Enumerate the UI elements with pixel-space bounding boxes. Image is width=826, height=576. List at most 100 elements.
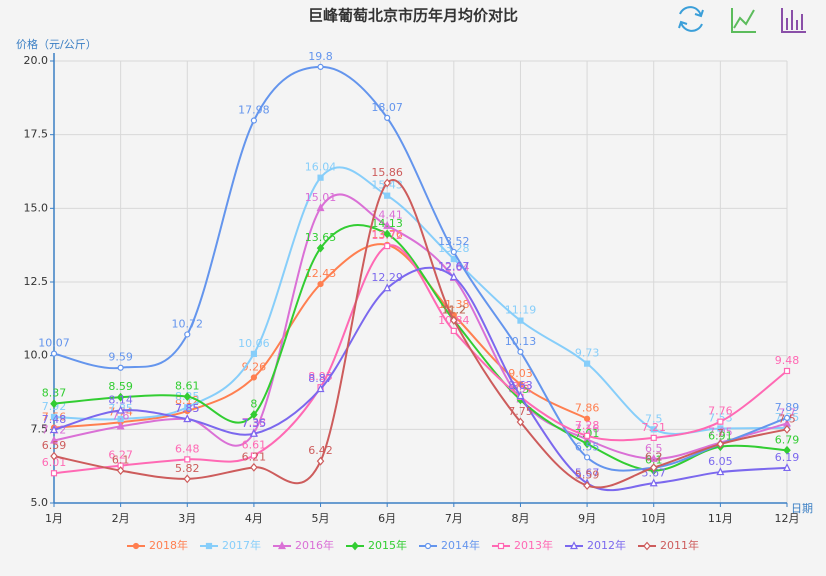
legend-item[interactable]: 2017年 [200, 538, 261, 552]
data-label: 7.53 [708, 411, 733, 424]
x-tick-label: 1月 [45, 512, 63, 525]
line-chart-button[interactable] [731, 8, 756, 33]
toolbox [678, 6, 806, 33]
legend-label: 2011年 [660, 538, 699, 552]
point [517, 317, 524, 324]
data-label: 6.2 [645, 451, 663, 464]
line [53, 179, 788, 489]
bar-chart-button[interactable] [781, 8, 806, 33]
legend-label: 2017年 [222, 538, 261, 552]
point [583, 415, 591, 422]
data-label: 13.65 [305, 231, 337, 244]
data-label: 6.2 [645, 451, 663, 464]
x-tick-label: 4月 [245, 512, 263, 525]
point [450, 255, 457, 263]
legend-label: 2018年 [149, 538, 188, 552]
point [650, 426, 657, 433]
data-label: 8.61 [175, 380, 200, 393]
point [649, 478, 658, 487]
data-label: 8.63 [508, 379, 533, 392]
x-tick-label: 12月 [775, 512, 800, 525]
point [183, 474, 192, 484]
data-label: 18.07 [371, 101, 403, 114]
data-label: 6.05 [708, 455, 733, 468]
legend-item[interactable]: 2016年 [273, 538, 334, 552]
point [250, 452, 258, 459]
data-label: 7.85 [175, 402, 200, 415]
x-tick-label: 9月 [578, 512, 596, 525]
point [450, 315, 458, 325]
data-label: 10.13 [505, 335, 537, 348]
point [570, 541, 578, 550]
legend-item[interactable]: 2014年 [419, 538, 480, 552]
data-label: 17.98 [238, 104, 270, 117]
data-label: 13.72 [371, 229, 403, 242]
legend-item[interactable]: 2012年 [565, 538, 626, 552]
data-label: 10.06 [238, 337, 270, 350]
point [116, 405, 125, 414]
series: 7.927.858.2510.0616.0415.4313.2811.199.7… [42, 161, 799, 435]
data-label: 8.59 [108, 380, 133, 393]
y-tick-label: 7.5 [31, 422, 49, 435]
legend-item[interactable]: 2018年 [127, 538, 188, 552]
data-label: 15.01 [305, 191, 337, 204]
point [583, 432, 591, 439]
legend-item[interactable]: 2011年 [638, 538, 699, 552]
y-tick-label: 5.0 [31, 496, 49, 509]
series: 6.016.276.486.618.9313.7210.848.67.287.2… [42, 229, 799, 477]
point [384, 114, 391, 121]
chart-title: 巨峰葡萄北京市历年月均价对比 [308, 7, 518, 25]
data-label: 7.76 [708, 405, 733, 418]
data-label: 6.01 [42, 456, 67, 469]
point [517, 381, 524, 388]
data-label: 7.48 [42, 413, 67, 426]
point [383, 220, 392, 229]
point [717, 418, 724, 425]
point [717, 425, 724, 432]
data-label: 7.5 [645, 412, 663, 425]
point [716, 439, 725, 449]
point [117, 415, 124, 423]
x-tick-label: 8月 [511, 512, 529, 525]
point [183, 414, 192, 423]
point [132, 542, 140, 550]
data-label: 7.35 [242, 417, 267, 430]
point [783, 445, 791, 455]
point [116, 421, 125, 430]
data-label: 6.55 [575, 440, 600, 453]
point [649, 453, 658, 462]
legend-label: 2013年 [514, 538, 553, 552]
point [250, 350, 258, 357]
data-label: 6.27 [108, 449, 133, 462]
refresh-button[interactable] [678, 6, 704, 32]
point [184, 456, 191, 463]
point [250, 462, 258, 472]
data-label: 7.28 [575, 419, 600, 432]
data-label: 19.8 [308, 50, 333, 63]
data-label: 16.04 [305, 161, 337, 174]
y-axis-label: 价格（元/公斤） [16, 37, 97, 51]
x-tick-label: 10月 [641, 512, 666, 525]
data-label: 7.05 [708, 426, 733, 439]
series: 6.596.15.826.21 6.4215.8611.27.755.596.27… [42, 166, 796, 491]
point [516, 417, 525, 427]
y-tick-label: 12.5 [24, 275, 49, 288]
data-label: 9.73 [575, 347, 600, 360]
point [650, 434, 657, 441]
data-label: 9.03 [508, 367, 533, 380]
x-tick-label: 2月 [112, 512, 130, 525]
point [583, 439, 591, 449]
legend-item[interactable]: 2013年 [492, 538, 553, 552]
data-label: 8.37 [42, 387, 67, 400]
point [643, 541, 651, 551]
point [383, 229, 391, 239]
data-label: 6.48 [175, 442, 200, 455]
legend-item[interactable]: 2015年 [346, 538, 407, 552]
point [450, 248, 457, 256]
point [317, 63, 324, 70]
x-tick-label: 3月 [178, 512, 196, 525]
point [783, 367, 791, 375]
point [316, 456, 325, 466]
